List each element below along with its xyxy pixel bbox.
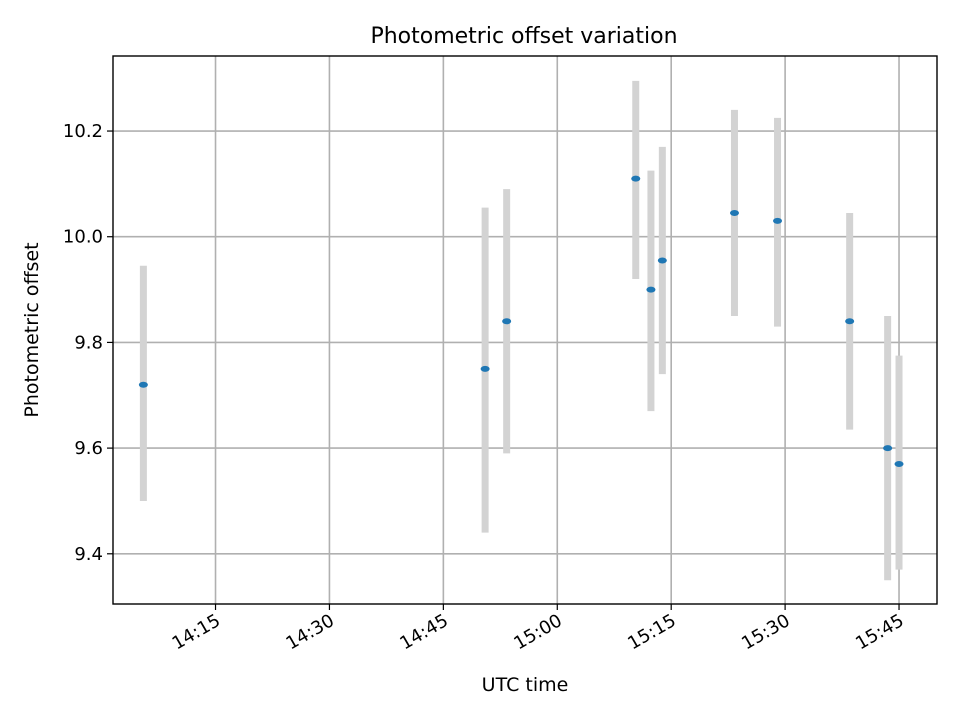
point-layer: [138, 175, 904, 467]
data-point: [883, 445, 893, 452]
y-axis-label: Photometric offset: [21, 242, 43, 417]
plot-frame: [112, 55, 938, 605]
data-point: [845, 318, 855, 325]
chart-title: Photometric offset variation: [370, 24, 677, 49]
y-tick-label: 10.2: [63, 121, 103, 142]
grid-layer: [113, 56, 937, 604]
data-point: [646, 286, 656, 293]
data-point: [138, 381, 148, 388]
data-point: [657, 257, 667, 264]
y-tick-label: 10.0: [63, 227, 103, 248]
y-tick-label: 9.8: [74, 332, 103, 353]
data-point: [729, 209, 739, 216]
y-tick-label: 9.4: [74, 544, 103, 565]
data-point: [480, 365, 490, 372]
y-tick-label: 9.6: [74, 438, 103, 459]
x-axis-label: UTC time: [482, 674, 569, 696]
data-point: [502, 318, 512, 325]
data-point: [894, 460, 904, 467]
data-point: [773, 217, 783, 224]
data-point: [631, 175, 641, 182]
